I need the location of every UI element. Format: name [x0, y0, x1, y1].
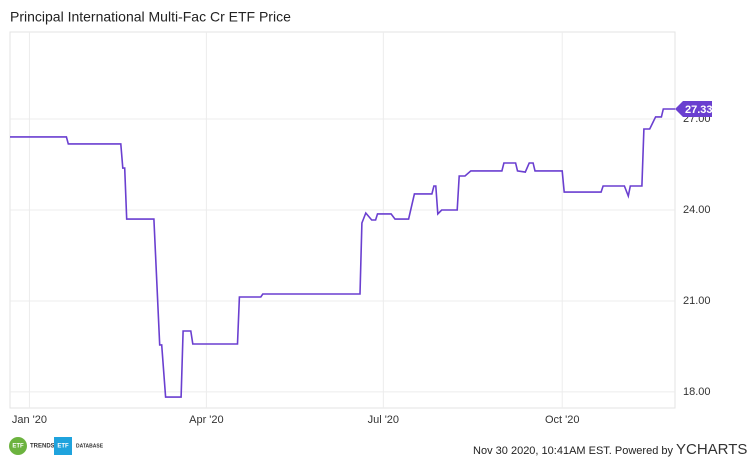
- brand: YCHARTS: [676, 441, 747, 458]
- current-value-label: 27.33: [685, 104, 713, 116]
- current-value-badge: [675, 101, 712, 118]
- timestamp: Nov 30 2020, 10:41AM EST. Powered by: [473, 445, 673, 457]
- logo-badge: [54, 437, 72, 455]
- logo-badge: [9, 437, 27, 455]
- x-tick-label: Apr '20: [189, 414, 224, 426]
- x-tick-label: Jan '20: [12, 414, 47, 426]
- y-tick-label: 24.00: [683, 204, 711, 216]
- chart-title: Principal International Multi-Fac Cr ETF…: [10, 9, 291, 25]
- x-tick-label: Jul '20: [368, 414, 399, 426]
- y-tick-label: 21.00: [683, 295, 711, 307]
- logo-badge-text: ETF: [12, 444, 24, 450]
- logo-text: DATABASE: [76, 443, 104, 449]
- x-tick-label: Oct '20: [545, 414, 580, 426]
- y-tick-label: 18.00: [683, 386, 711, 398]
- footer: ETF TRENDS ETF DATABASE Nov 30 2020, 10:…: [9, 437, 747, 458]
- logo-badge-text: ETF: [57, 444, 69, 450]
- plot-frame: [9, 31, 676, 409]
- logo-text: TRENDS: [30, 444, 55, 450]
- price-line: [10, 108, 675, 398]
